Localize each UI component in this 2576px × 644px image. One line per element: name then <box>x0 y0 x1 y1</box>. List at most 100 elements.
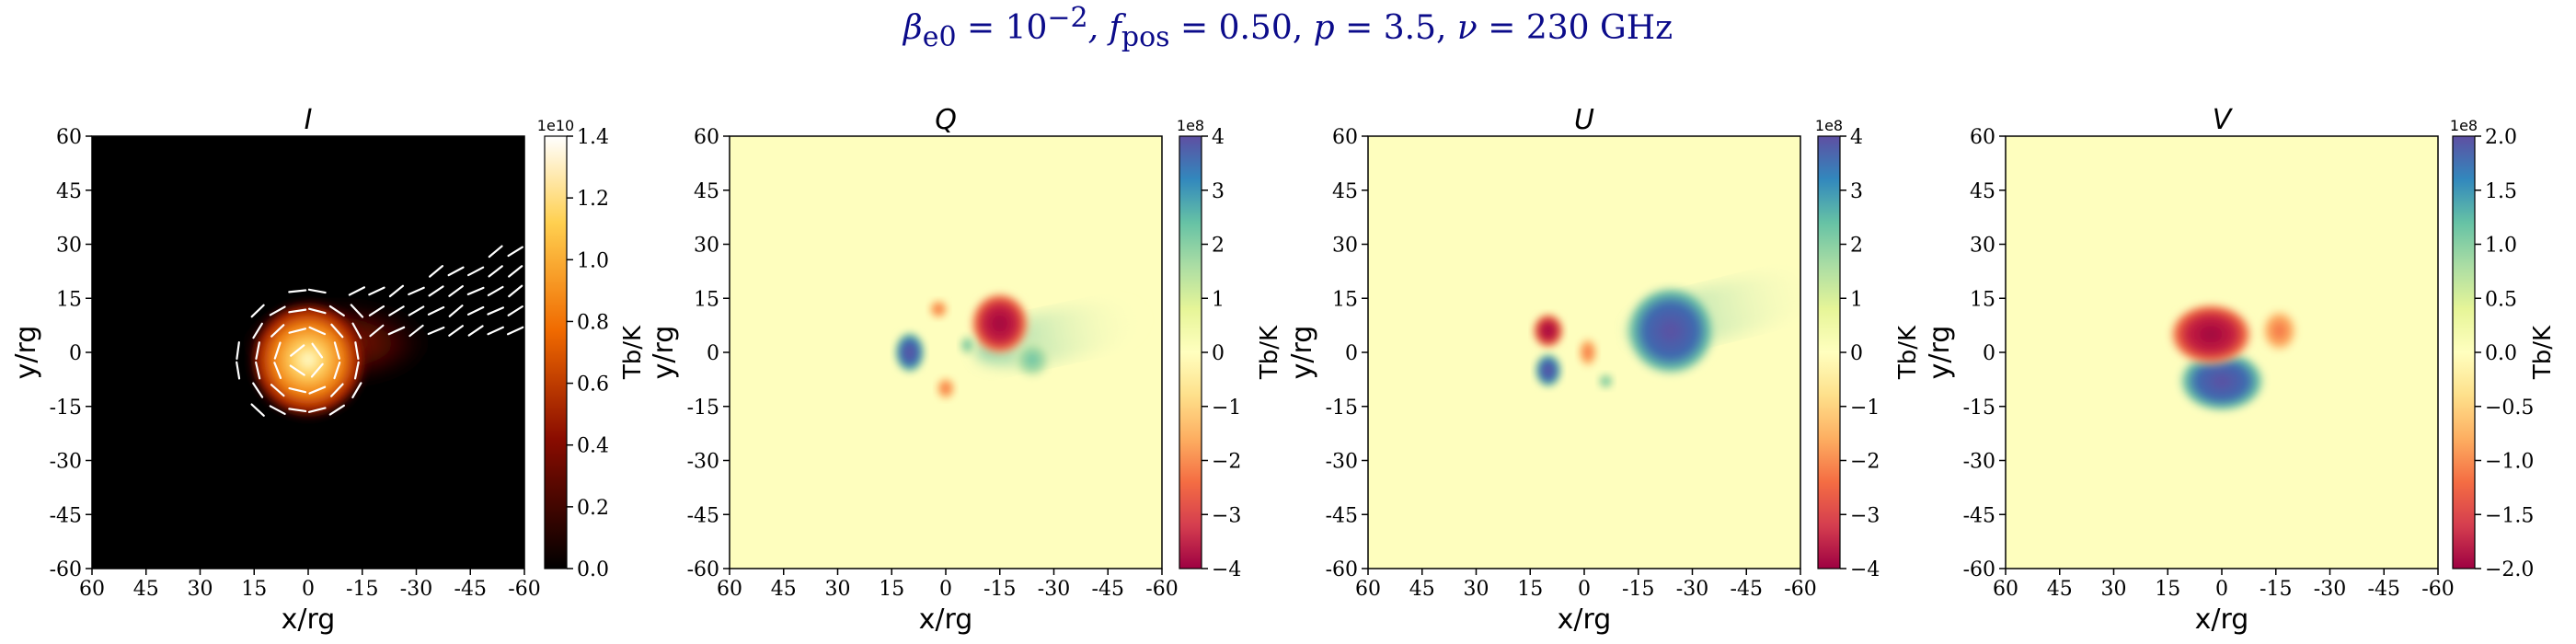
y-tick-label: 15 <box>694 288 719 311</box>
y-tick-label: -60 <box>1963 558 1995 581</box>
polarization-tick <box>255 341 260 360</box>
polarization-tick <box>487 306 505 316</box>
polarization-tick <box>466 305 485 316</box>
x-tick-label: -15 <box>983 578 1016 601</box>
colorbar-tick-label: −3 <box>1850 504 1880 527</box>
colorbar-tick-label: 2 <box>1850 235 1863 258</box>
x-tick-label: -45 <box>1092 578 1124 601</box>
polarization-tick <box>308 385 327 395</box>
y-tick-label: 45 <box>1970 180 1995 203</box>
colorbar-label: Tb/K <box>619 325 647 380</box>
y-tick-label: -45 <box>1963 504 1995 527</box>
polarization-tick <box>328 404 346 416</box>
polarization-tick <box>236 341 240 361</box>
polarization-tick <box>288 386 307 394</box>
polarization-tick <box>351 382 362 398</box>
y-axis: 60 45 30 15 0 -15 -30 -45 -60 y/rg <box>1286 126 1368 581</box>
negative-lobe <box>2259 306 2300 355</box>
x-axis: 60 45 30 15 0 -15 -30 -45 -60 x/rg <box>717 569 1179 636</box>
x-tick-label: 30 <box>825 578 851 601</box>
colorbar-tick-label: −1 <box>1850 397 1880 420</box>
polarization-tick <box>448 305 464 317</box>
panel-title: U <box>1574 104 1594 136</box>
colorbar-tick-label: 2 <box>1212 235 1225 258</box>
polarization-tick <box>350 304 364 318</box>
polarization-tick <box>388 284 405 298</box>
polarization-tick <box>368 286 385 296</box>
heatmap-image <box>2167 301 2300 415</box>
polarization-tick <box>408 305 425 316</box>
x-tick-label: -60 <box>2421 578 2454 601</box>
polarization-tick <box>252 322 263 339</box>
x-tick-label: -30 <box>1676 578 1708 601</box>
negative-lobe <box>935 375 957 402</box>
y-axis: 60 45 30 15 0 -15 -30 -45 -60 y/rg <box>10 126 92 581</box>
x-tick-label: 45 <box>771 578 797 601</box>
y-tick-label: -30 <box>1963 451 1995 474</box>
polarization-tick <box>448 325 464 337</box>
colorbar-label: Tb/K <box>1894 325 1922 380</box>
polarization-tick <box>348 286 365 296</box>
colorbar-tick-label: 1.5 <box>2485 180 2517 203</box>
polarization-tick <box>467 266 485 277</box>
polarization-tick <box>408 324 424 338</box>
y-tick-label: 60 <box>56 126 82 149</box>
positive-lobe <box>1623 282 1719 379</box>
colorbar: −4 −3 −2 −1 0 1 2 3 4 1e8 Tb/K <box>1815 117 1922 581</box>
y-axis-label: y/rg <box>10 326 42 380</box>
x-tick-label: 30 <box>1464 578 1489 601</box>
polarization-ticks <box>236 245 524 417</box>
y-axis-label: y/rg <box>648 326 680 380</box>
polarization-tick <box>388 305 405 316</box>
polarization-tick <box>354 341 360 361</box>
polarization-tick <box>353 361 360 380</box>
y-tick-label: 15 <box>1970 288 1995 311</box>
beta-symbol: β <box>903 9 923 47</box>
polarization-tick <box>288 308 307 314</box>
positive-lobe <box>892 330 926 374</box>
colorbar-tick-label: 1 <box>1850 288 1863 311</box>
polarization-tick <box>387 326 406 336</box>
polarization-tick <box>288 289 307 293</box>
colorbar-tick-label: −1.5 <box>2485 504 2534 527</box>
beta-subscript: e0 <box>922 21 957 54</box>
colorbar-tick-label: 0.6 <box>577 374 609 397</box>
positive-lobe <box>1012 339 1052 380</box>
x-axis-label: x/rg <box>919 604 973 636</box>
y-axis-label: y/rg <box>1286 326 1318 380</box>
x-tick-label: -60 <box>508 578 540 601</box>
panel-title: I <box>305 104 313 136</box>
polarization-tick <box>328 305 345 317</box>
polarization-tick <box>333 341 340 360</box>
colorbar-tick-label: 0 <box>1212 342 1225 365</box>
y-tick-label: -30 <box>50 451 82 474</box>
positive-lobe <box>1533 351 1563 389</box>
polarization-tick <box>429 265 444 278</box>
y-tick-label: 30 <box>1332 235 1358 258</box>
x-tick-label: 60 <box>1993 578 2018 601</box>
colorbar-tick-label: 0 <box>1850 342 1863 365</box>
x-tick-label: 0 <box>2215 578 2228 601</box>
polarization-tick <box>269 305 286 316</box>
colorbar-gradient <box>1179 135 1202 569</box>
colorbar-tick-label: 0.5 <box>2485 288 2517 311</box>
panel-q: Q60 45 30 15 0 -15 -30 -45 -60x/rg604530150-15-3… <box>648 104 1283 636</box>
y-tick-label: 0 <box>707 342 719 365</box>
polarization-tick <box>308 326 327 336</box>
colorbar-tick-label: 1 <box>1212 288 1225 311</box>
colorbar-label: Tb/K <box>1256 325 1283 380</box>
x-tick-label: -60 <box>1145 578 1178 601</box>
x-tick-label: 0 <box>1578 578 1591 601</box>
y-tick-label: 60 <box>694 126 719 149</box>
polarization-tick <box>488 265 503 278</box>
beta-value: = 10 <box>956 9 1048 47</box>
polarization-tick <box>288 328 307 334</box>
x-axis: 60 45 30 15 0 -15 -30 -45 -60 x/rg <box>1355 569 1817 636</box>
figure-suptitle: βe0 = 10−2, fpos = 0.50, p = 3.5, ν = 23… <box>0 2 2576 53</box>
x-tick-label: -15 <box>1622 578 1654 601</box>
x-tick-label: 15 <box>879 578 904 601</box>
polarization-tick <box>310 362 324 378</box>
x-tick-label: -15 <box>346 578 378 601</box>
x-axis-label: x/rg <box>1558 604 1612 636</box>
